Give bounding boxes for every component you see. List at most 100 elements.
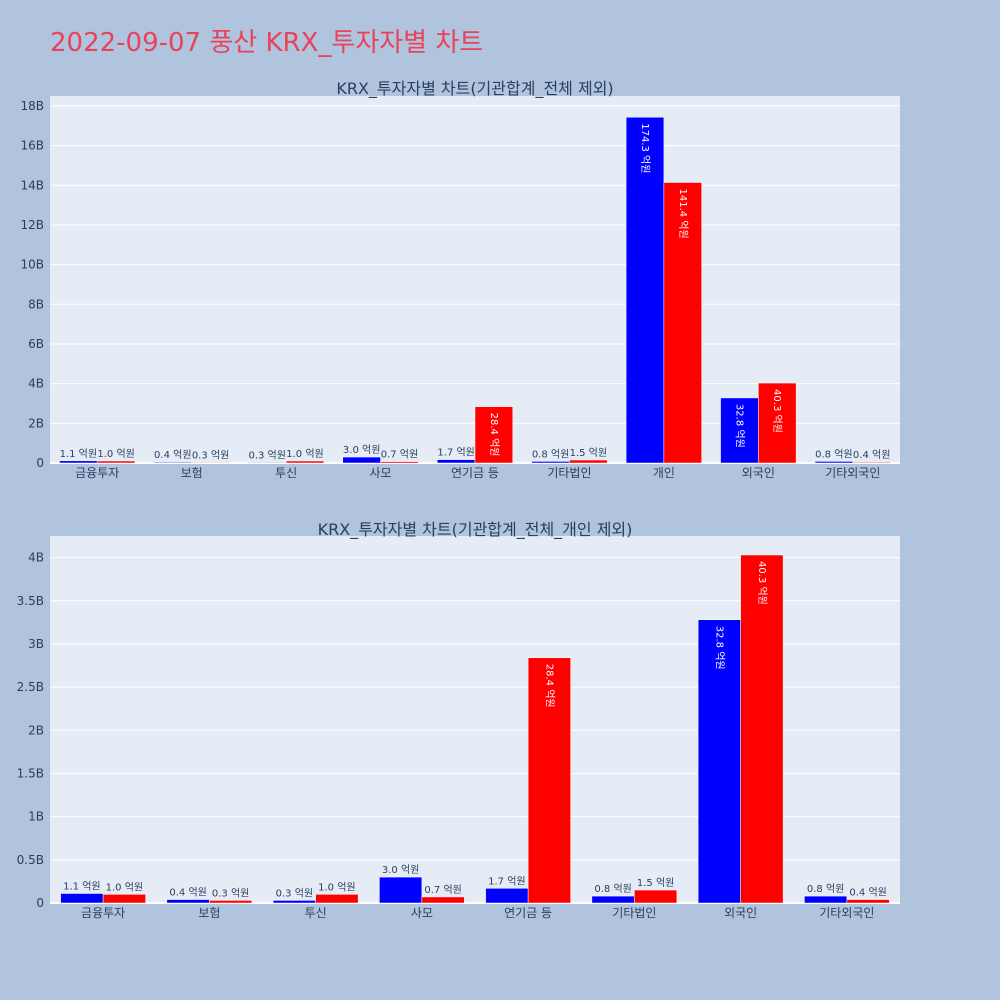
data-label: 174.3 억원 [639, 123, 651, 173]
bar [342, 456, 381, 464]
bar [166, 899, 210, 904]
y-tick-label: 8B [28, 297, 44, 311]
bar [485, 888, 529, 904]
bar [527, 657, 571, 904]
data-label: 0.4 억원 [849, 887, 886, 899]
bar [740, 554, 784, 904]
data-label: 32.8 억원 [713, 626, 725, 670]
x-tick-label: 기타법인 [547, 466, 591, 480]
data-label: 40.3 억원 [756, 561, 768, 605]
y-tick-label: 0.5B [17, 853, 44, 867]
x-tick-label: 사모 [370, 466, 392, 480]
bar [380, 461, 419, 464]
x-tick-label: 연기금 등 [451, 466, 499, 480]
bar [474, 406, 514, 464]
y-tick-label: 3.5B [17, 594, 44, 608]
data-label: 3.0 억원 [382, 864, 419, 876]
y-tick-label: 4B [28, 377, 44, 391]
data-label: 28.4 억원 [488, 413, 500, 457]
bar [96, 460, 136, 464]
bar [248, 462, 287, 464]
y-tick-label: 2B [28, 723, 44, 737]
data-label: 1.0 억원 [106, 881, 143, 893]
x-tick-label: 외국인 [742, 466, 775, 480]
bar [625, 116, 665, 464]
y-tick-label: 3B [28, 637, 44, 651]
x-tick-label: 투신 [275, 466, 297, 480]
data-label: 1.0 억원 [97, 448, 134, 460]
bar [153, 461, 192, 464]
chart-title: KRX_투자자별 차트(기관합계_전체_개인 제외) [318, 520, 633, 540]
x-tick-label: 투신 [305, 906, 327, 920]
bar [758, 382, 797, 464]
chart-panel-2: 0 0.5B 1B 1.5B 2B 2.5B 3B 3.5B 4B KRX_투자자별 차트(기관합… [17, 520, 900, 920]
page-title: 2022-09-07 풍산 KRX_투자자별 차트 [50, 28, 484, 58]
bar [591, 895, 635, 904]
y-tick-label: 18B [20, 99, 44, 113]
bar [569, 459, 608, 464]
data-label: 0.3 억원 [248, 449, 285, 461]
x-tick-label: 금융투자 [81, 906, 125, 920]
y-tick-label: 2.5B [17, 680, 44, 694]
y-tick-label: 1B [28, 810, 44, 824]
data-label: 40.3 억원 [771, 389, 783, 433]
bar [272, 900, 316, 904]
y-tick-label: 14B [20, 178, 44, 192]
chart-panel-1: 0 2B 4B 6B 8B 10B 12B 14B 16B 18B KRX_투자자별 차트(기관합계… [20, 79, 900, 480]
bar [634, 889, 678, 904]
data-label: 141.4 억원 [677, 188, 689, 238]
data-label: 0.4 억원 [853, 449, 890, 461]
bar [59, 460, 98, 464]
y-tick-label: 0 [36, 896, 44, 910]
x-tick-label: 보험 [181, 466, 203, 480]
bar [720, 397, 759, 464]
y-tick-label: 6B [28, 337, 44, 351]
data-label: 0.8 억원 [815, 448, 852, 460]
bar [102, 894, 146, 904]
bar [191, 462, 230, 464]
bar [852, 461, 891, 464]
data-label: 1.1 억원 [60, 448, 97, 460]
chart-title: KRX_투자자별 차트(기관합계_전체 제외) [336, 79, 613, 99]
bar [315, 894, 359, 904]
x-tick-label: 개인 [653, 466, 675, 480]
data-label: 0.8 억원 [807, 883, 844, 895]
y-tick-label: 16B [20, 139, 44, 153]
bar [531, 461, 570, 464]
bar [209, 900, 253, 904]
bar [60, 893, 104, 904]
bar [663, 182, 702, 464]
data-label: 0.8 억원 [594, 883, 631, 895]
data-label: 0.3 억원 [212, 887, 249, 899]
y-tick-label: 12B [20, 218, 44, 232]
data-label: 1.0 억원 [286, 448, 323, 460]
bar [379, 876, 423, 904]
data-label: 1.0 억원 [318, 881, 355, 893]
y-tick-label: 4B [28, 551, 44, 565]
x-tick-label: 기타법인 [612, 906, 656, 920]
bar [846, 899, 890, 904]
x-tick-label: 기타외국인 [825, 466, 880, 480]
data-label: 1.7 억원 [437, 447, 474, 459]
data-label: 1.5 억원 [570, 447, 607, 459]
bar [697, 619, 741, 904]
data-label: 1.7 억원 [488, 875, 525, 887]
x-tick-label: 금융투자 [75, 466, 119, 480]
data-label: 0.3 억원 [276, 887, 313, 899]
x-tick-label: 보험 [198, 906, 220, 920]
y-tick-label: 0 [36, 456, 44, 470]
bar [814, 461, 854, 464]
bar [421, 896, 465, 904]
x-tick-label: 연기금 등 [504, 906, 552, 920]
data-label: 0.4 억원 [169, 887, 206, 899]
x-tick-label: 사모 [411, 906, 433, 920]
x-tick-label: 외국인 [724, 906, 757, 920]
data-label: 1.1 억원 [63, 881, 100, 893]
data-label: 0.7 억원 [381, 449, 418, 461]
x-tick-label: 기타외국인 [819, 906, 874, 920]
y-tick-label: 2B [28, 416, 44, 430]
data-label: 0.4 억원 [154, 449, 191, 461]
data-label: 0.8 억원 [532, 448, 569, 460]
bar [285, 460, 325, 464]
